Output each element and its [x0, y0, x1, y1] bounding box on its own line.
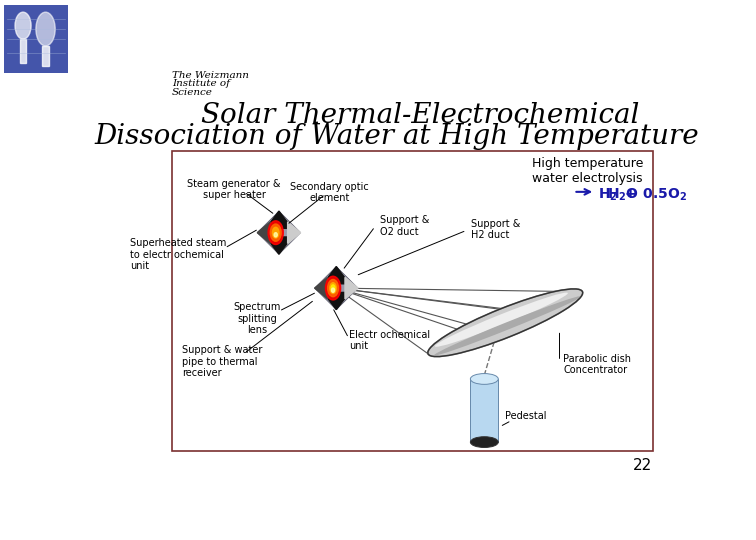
Text: Solar Thermal-Electrochemical: Solar Thermal-Electrochemical	[201, 102, 639, 129]
Bar	[172, 151, 652, 451]
Text: Secondary optic
element: Secondary optic element	[290, 182, 369, 204]
Text: Electr ochemical
unit: Electr ochemical unit	[349, 330, 430, 352]
Text: Support & water
pipe to thermal
receiver: Support & water pipe to thermal receiver	[182, 345, 262, 379]
Ellipse shape	[470, 374, 498, 384]
Polygon shape	[324, 293, 349, 309]
Text: Support &
H2 duct: Support & H2 duct	[471, 219, 521, 240]
Bar	[470, 379, 498, 442]
Ellipse shape	[270, 224, 281, 241]
Polygon shape	[287, 222, 301, 244]
Polygon shape	[266, 237, 292, 254]
Ellipse shape	[435, 293, 568, 347]
Text: Institute of: Institute of	[172, 79, 230, 89]
Ellipse shape	[428, 289, 583, 356]
Polygon shape	[324, 267, 349, 284]
Ellipse shape	[268, 221, 284, 245]
Ellipse shape	[331, 285, 335, 292]
Polygon shape	[266, 211, 292, 228]
Text: Pedestal: Pedestal	[505, 411, 547, 421]
Text: 22: 22	[634, 458, 652, 473]
Ellipse shape	[272, 227, 279, 238]
Ellipse shape	[274, 233, 277, 237]
Text: Spectrum
splitting
lens: Spectrum splitting lens	[234, 302, 281, 335]
Polygon shape	[314, 267, 358, 309]
Ellipse shape	[325, 276, 341, 300]
Ellipse shape	[327, 280, 339, 296]
Polygon shape	[257, 211, 301, 254]
Polygon shape	[257, 222, 270, 244]
Bar	[42, 46, 48, 66]
Text: High temperature
water electrolysis: High temperature water electrolysis	[531, 157, 643, 185]
Ellipse shape	[330, 283, 336, 294]
Ellipse shape	[331, 288, 335, 293]
Text: Science: Science	[172, 88, 213, 97]
Text: $\mathbf{H_2\ +\ 0.5O_2}$: $\mathbf{H_2\ +\ 0.5O_2}$	[598, 186, 688, 203]
Polygon shape	[314, 278, 327, 299]
Text: Superheated steam
to electr ochemical
unit: Superheated steam to electr ochemical un…	[130, 238, 226, 271]
Ellipse shape	[470, 437, 498, 448]
Ellipse shape	[434, 296, 581, 355]
Polygon shape	[345, 278, 358, 299]
Text: Parabolic dish
Concentrator: Parabolic dish Concentrator	[563, 354, 631, 375]
Text: Dissociation of Water at High Temperature: Dissociation of Water at High Temperatur…	[94, 123, 699, 150]
Ellipse shape	[15, 12, 31, 39]
Text: Support &
O2 duct: Support & O2 duct	[380, 215, 429, 237]
Text: The Weizmann: The Weizmann	[172, 71, 249, 80]
Text: $\mathbf{H_2O}$: $\mathbf{H_2O}$	[607, 186, 640, 203]
Text: Steam generator &
super heater: Steam generator & super heater	[187, 179, 280, 200]
Bar	[20, 39, 26, 63]
Ellipse shape	[36, 12, 55, 46]
